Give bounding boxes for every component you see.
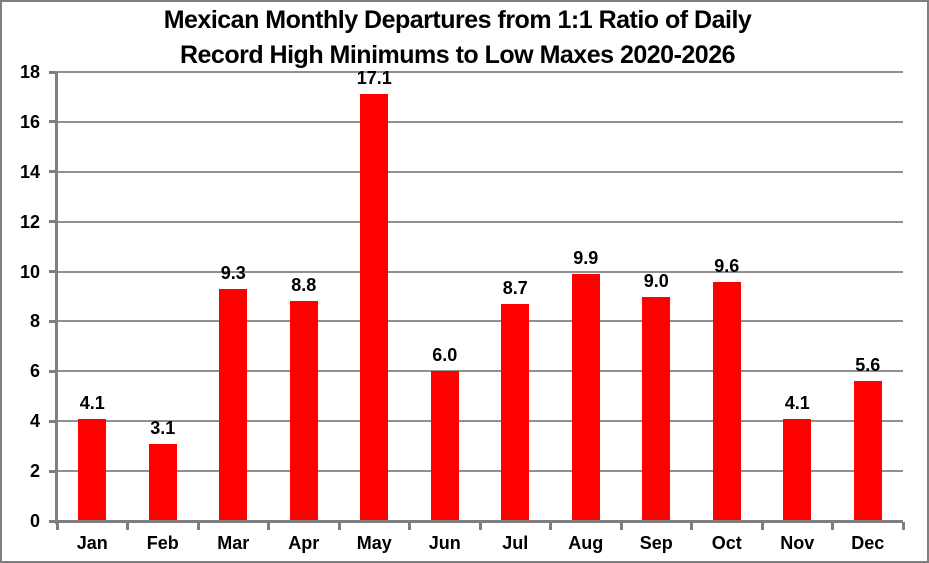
y-axis-tick [49, 270, 57, 274]
y-tick-label: 0 [29, 511, 40, 531]
bar [571, 274, 600, 521]
y-axis-line [55, 72, 58, 524]
bar [501, 303, 530, 521]
bar-value-label: 8.8 [291, 275, 317, 296]
gridline [57, 220, 903, 223]
bar [430, 371, 459, 521]
x-tick-label: Jan [76, 533, 108, 553]
gridline [57, 320, 903, 323]
bar [360, 94, 389, 521]
bar [712, 281, 741, 521]
bar-value-label: 17.1 [356, 68, 392, 89]
bar [783, 418, 812, 521]
x-tick-label: Jun [428, 533, 461, 553]
y-tick-label: 4 [29, 411, 40, 432]
y-tick-label: 8 [29, 311, 40, 332]
bar [853, 381, 882, 521]
x-axis-tick [408, 522, 411, 530]
x-tick-label: Jul [502, 533, 529, 553]
bar-value-label: 9.6 [714, 255, 740, 276]
x-axis-tick [901, 522, 905, 530]
x-tick-label: Feb [146, 533, 179, 553]
x-axis-tick [619, 522, 623, 530]
gridline [57, 270, 903, 273]
x-axis-tick [196, 522, 200, 530]
x-axis-tick [690, 522, 693, 530]
bar [289, 301, 318, 521]
y-axis-tick [49, 319, 57, 323]
x-axis-tick [831, 522, 834, 530]
bar [219, 289, 248, 521]
x-tick-label: Sep [639, 533, 673, 553]
x-axis-tick [126, 522, 129, 530]
bar-value-label: 4.1 [784, 392, 810, 413]
bar-value-label: 4.1 [79, 392, 105, 413]
gridline [57, 120, 903, 123]
gridline [57, 170, 903, 173]
y-axis-tick [49, 170, 57, 174]
y-tick-label: 2 [29, 461, 40, 482]
y-axis-tick [49, 70, 57, 74]
y-tick-label: 12 [19, 211, 40, 232]
bar-value-label: 3.1 [150, 417, 176, 438]
gridline [57, 370, 903, 373]
x-tick-label: Dec [851, 533, 885, 553]
y-tick-label: 14 [19, 161, 40, 182]
x-axis-tick [337, 522, 341, 530]
y-tick-label: 6 [29, 361, 40, 382]
x-axis-tick [760, 522, 764, 530]
bar [642, 296, 671, 521]
y-axis-tick [49, 220, 57, 224]
x-axis-tick [478, 522, 482, 530]
x-tick-label: Apr [288, 533, 320, 553]
y-axis-tick [49, 120, 57, 124]
gridline [57, 71, 903, 73]
x-axis-tick [267, 522, 270, 530]
bar [78, 418, 107, 521]
bar [148, 443, 177, 521]
bar-value-label: 5.6 [855, 355, 881, 376]
bar-value-label: 9.0 [643, 270, 669, 291]
bar-value-label: 9.9 [573, 248, 599, 269]
bar-value-label: 6.0 [432, 345, 458, 366]
x-axis-tick [549, 522, 552, 530]
y-axis-tick [49, 419, 57, 423]
chart-title-line2: Record High Minimums to Low Maxes 2020-2… [179, 41, 736, 69]
gridline [57, 470, 903, 473]
x-tick-label: Mar [217, 533, 250, 553]
bar-value-label: 8.7 [502, 277, 528, 298]
x-tick-label: May [356, 533, 392, 553]
bar-value-label: 9.3 [220, 263, 246, 284]
y-axis-tick [49, 369, 57, 373]
x-tick-label: Nov [780, 533, 815, 553]
y-tick-label: 16 [19, 111, 40, 132]
y-axis-tick [49, 469, 57, 473]
y-tick-label: 10 [19, 261, 40, 282]
x-axis-tick [55, 522, 59, 530]
x-tick-label: Aug [568, 533, 604, 553]
chart-title-line1: Mexican Monthly Departures from 1:1 Rati… [163, 6, 752, 34]
gridline [57, 420, 903, 423]
y-tick-label: 18 [19, 62, 40, 82]
x-tick-label: Oct [711, 533, 742, 553]
x-axis-line [49, 520, 903, 523]
